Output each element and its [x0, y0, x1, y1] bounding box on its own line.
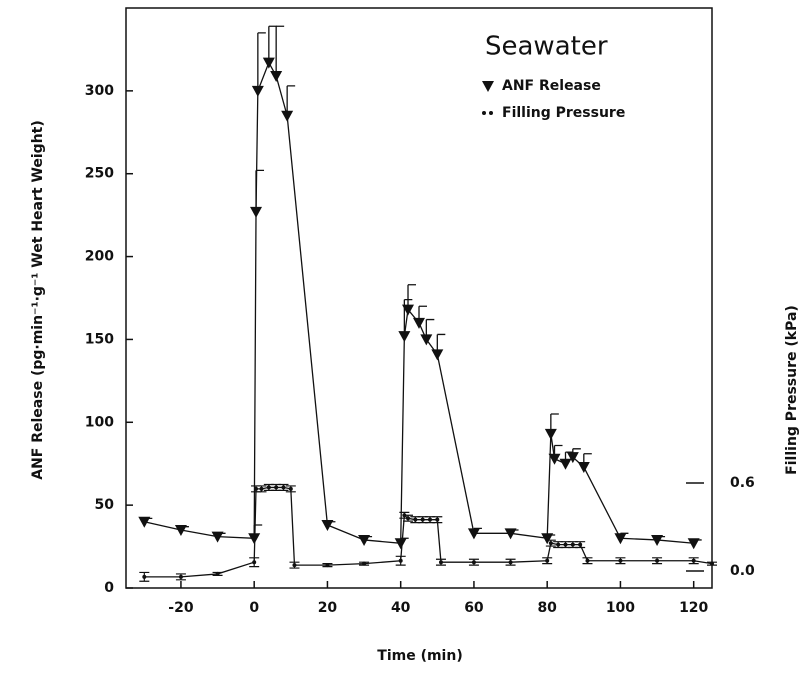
- anf-marker: [544, 428, 557, 440]
- anf-marker: [138, 516, 151, 528]
- y-tick-label: 200: [85, 249, 114, 265]
- pressure-marker: [471, 560, 476, 565]
- anf-marker: [262, 57, 275, 69]
- pressure-marker: [398, 558, 403, 563]
- pressure-marker: [508, 560, 513, 565]
- pressure-marker: [266, 485, 271, 490]
- anf-marker: [467, 528, 480, 540]
- pressure-marker: [420, 517, 425, 522]
- pressure-marker: [427, 517, 432, 522]
- legend-label: Filling Pressure: [502, 105, 625, 121]
- anf-marker: [358, 534, 371, 546]
- pressure-marker: [585, 558, 590, 563]
- pressure-marker: [142, 574, 147, 579]
- pressure-marker: [178, 574, 183, 579]
- pressure-marker: [259, 486, 264, 491]
- anf-marker: [559, 458, 572, 470]
- pressure-marker: [655, 558, 660, 563]
- pressure-marker: [254, 486, 259, 491]
- pressure-marker: [325, 563, 330, 568]
- anf-marker: [548, 453, 561, 465]
- error-bar: [255, 169, 265, 212]
- x-axis-label: Time (min): [377, 648, 462, 664]
- pressure-marker: [274, 485, 279, 490]
- y-tick-label: 150: [85, 331, 114, 347]
- pressure-marker: [618, 558, 623, 563]
- plot-frame: [125, 7, 713, 589]
- legend-marker: [482, 111, 486, 115]
- pressure-marker: [281, 485, 286, 490]
- anf-marker: [687, 538, 700, 550]
- pressure-marker: [563, 542, 568, 547]
- pressure-marker: [288, 486, 293, 491]
- y-tick-label: 250: [85, 166, 114, 182]
- anf-marker: [420, 334, 433, 346]
- error-bar: [275, 25, 285, 76]
- x-tick-label: 0: [249, 600, 259, 616]
- pressure-marker: [578, 542, 583, 547]
- pressure-marker: [438, 560, 443, 565]
- anf-marker: [504, 528, 517, 540]
- legend-label: ANF Release: [502, 78, 601, 94]
- anf-marker: [431, 349, 444, 361]
- pressure-marker: [710, 561, 714, 566]
- anf-marker: [174, 525, 187, 536]
- y2-tick-label: 0.6: [730, 475, 755, 491]
- pressure-marker: [691, 558, 696, 563]
- pressure-marker: [548, 541, 553, 546]
- x-tick-label: 60: [464, 600, 484, 616]
- anf-marker: [321, 520, 334, 532]
- pressure-marker: [215, 571, 220, 576]
- pressure-marker: [406, 516, 411, 521]
- series-line: [144, 61, 694, 544]
- x-tick-label: 20: [318, 600, 338, 616]
- chart-title: Seawater: [485, 32, 608, 62]
- y2-tick-label: 0.0: [730, 563, 755, 579]
- anf-marker: [614, 533, 627, 545]
- error-bar: [268, 25, 277, 63]
- anf-marker: [413, 317, 425, 329]
- x-tick-label: -20: [168, 600, 194, 616]
- y-axis-label: ANF Release (pg·min⁻¹·g⁻¹ Wet Heart Weig…: [30, 120, 46, 480]
- anf-marker: [211, 531, 224, 543]
- legend-marker: [489, 111, 493, 115]
- error-bar: [257, 32, 266, 91]
- anf-marker: [566, 452, 579, 464]
- anf-marker: [281, 110, 294, 122]
- y2-axis-label: Filling Pressure (kPa): [784, 305, 800, 475]
- anf-marker: [541, 533, 554, 545]
- anf-marker: [651, 534, 664, 546]
- anf-marker: [251, 85, 264, 97]
- legend-marker: [482, 81, 494, 92]
- x-tick-label: 100: [606, 600, 635, 616]
- y-tick-label: 0: [104, 580, 114, 596]
- pressure-marker: [545, 558, 550, 563]
- series-line: [144, 486, 713, 578]
- x-tick-label: 120: [679, 600, 708, 616]
- x-tick-label: 40: [391, 600, 411, 616]
- anf-marker: [394, 538, 407, 550]
- pressure-marker: [252, 560, 257, 565]
- pressure-marker: [556, 542, 561, 547]
- pressure-marker: [292, 563, 297, 568]
- anf-marker: [270, 70, 283, 82]
- anf-marker: [398, 331, 411, 343]
- y-tick-label: 50: [95, 497, 115, 513]
- anf-marker: [577, 462, 590, 474]
- pressure-marker: [362, 561, 367, 566]
- y-tick-label: 100: [85, 414, 114, 430]
- x-tick-label: 80: [537, 600, 557, 616]
- pressure-marker: [435, 517, 440, 522]
- anf-marker: [250, 206, 263, 218]
- pressure-marker: [413, 517, 418, 522]
- pressure-marker: [570, 542, 575, 547]
- y-tick-label: 300: [85, 83, 114, 99]
- anf-marker: [402, 304, 415, 316]
